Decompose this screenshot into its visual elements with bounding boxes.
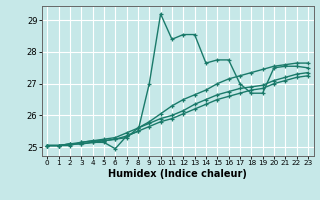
X-axis label: Humidex (Indice chaleur): Humidex (Indice chaleur) (108, 169, 247, 179)
